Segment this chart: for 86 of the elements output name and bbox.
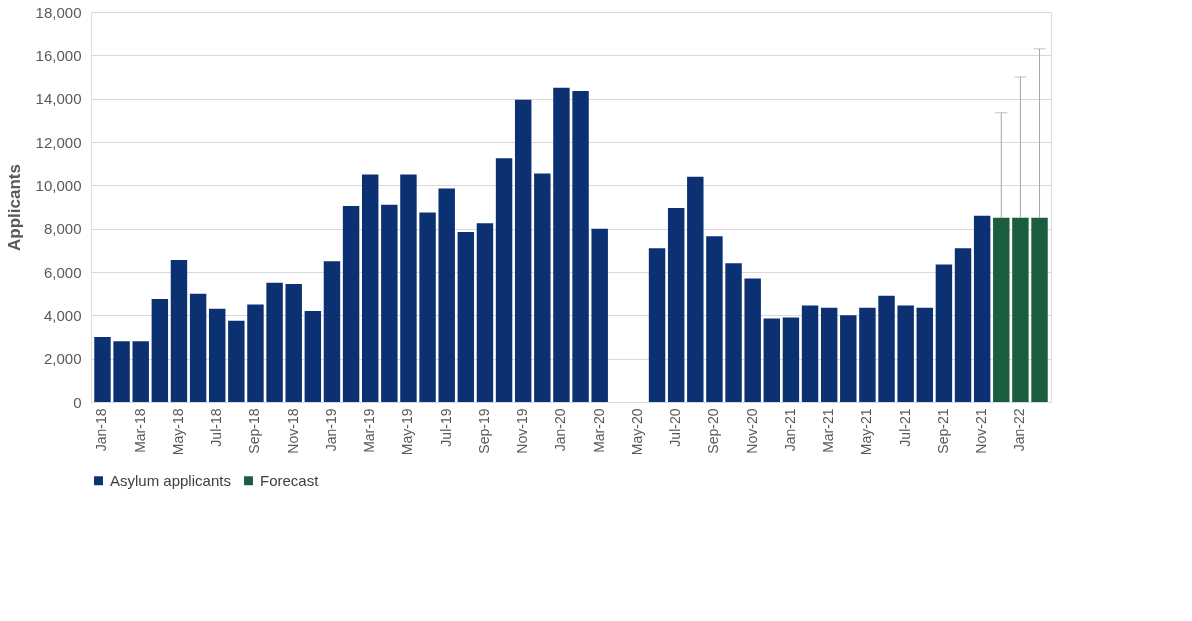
y-tick-label: 8,000	[43, 220, 82, 238]
x-tick-label: Nov-20	[743, 408, 760, 454]
x-tick-label: Jan-20	[552, 408, 569, 452]
x-tick-label: Jan-21	[781, 408, 798, 452]
bar	[667, 208, 685, 402]
y-tick-label: 18,000	[35, 3, 82, 21]
bar	[228, 320, 245, 402]
bar	[591, 228, 608, 402]
bar	[725, 263, 742, 402]
bar	[476, 223, 494, 402]
bar	[495, 158, 513, 402]
bar	[304, 311, 322, 402]
bar	[1012, 217, 1029, 402]
bar	[285, 283, 302, 402]
bar	[935, 264, 953, 402]
bar	[993, 217, 1010, 402]
x-tick-label: Jul-21	[896, 408, 913, 447]
x-tick-label: Sep-20	[705, 408, 722, 454]
x-tick-label: May-21	[858, 408, 875, 456]
y-tick-label: 14,000	[35, 90, 82, 108]
bar	[419, 212, 436, 402]
x-tick-label: Jul-20	[667, 408, 684, 447]
bar	[381, 204, 398, 402]
bar	[534, 173, 551, 402]
x-tick-label: Sep-19	[475, 408, 492, 454]
bar	[916, 307, 934, 402]
y-tick-label: 2,000	[43, 350, 82, 368]
bar	[859, 307, 876, 402]
bar	[208, 308, 226, 402]
x-tick-label: May-18	[169, 408, 186, 456]
bar	[706, 236, 723, 402]
bar	[266, 282, 283, 402]
x-tick-label: Nov-19	[514, 408, 531, 454]
bar	[132, 341, 149, 402]
bar	[438, 188, 455, 402]
x-tick-label: May-20	[628, 408, 645, 456]
x-tick-label: Jan-18	[93, 408, 110, 452]
legend-label: Forecast	[260, 471, 320, 489]
bar	[1031, 217, 1048, 402]
y-tick-label: 0	[73, 393, 82, 411]
bar	[457, 231, 475, 402]
x-tick-label: Mar-18	[131, 408, 148, 453]
bar	[744, 278, 761, 402]
bar	[763, 318, 781, 402]
bar	[170, 260, 188, 402]
bar	[151, 299, 169, 402]
bar	[648, 248, 666, 402]
bar	[687, 176, 704, 402]
x-tick-label: Jul-18	[208, 408, 225, 447]
bar	[801, 305, 819, 402]
y-tick-label: 10,000	[35, 176, 82, 194]
bar	[782, 317, 800, 402]
y-tick-label: 6,000	[43, 263, 82, 281]
y-tick-label: 4,000	[43, 306, 82, 324]
bar	[572, 91, 589, 402]
bar	[840, 315, 857, 402]
x-tick-label: Jan-19	[322, 408, 339, 452]
y-tick-label: 12,000	[35, 133, 82, 151]
x-tick-label: May-19	[399, 408, 416, 456]
bar	[189, 293, 207, 402]
bar	[878, 295, 895, 402]
bar	[113, 341, 130, 402]
y-tick-label: 16,000	[35, 46, 82, 64]
bar	[323, 261, 341, 402]
x-tick-label: Mar-21	[820, 408, 837, 453]
bar	[954, 248, 972, 402]
y-axis-title: Applicants	[4, 164, 24, 251]
x-tick-label: Sep-21	[934, 408, 951, 454]
bar	[820, 307, 838, 402]
x-tick-label: Mar-19	[361, 408, 378, 453]
x-tick-label: Nov-18	[284, 408, 301, 454]
bar	[553, 87, 570, 402]
bar	[973, 215, 991, 402]
bar	[247, 304, 264, 402]
bar	[400, 174, 417, 402]
bar	[897, 305, 914, 402]
bar	[342, 205, 360, 402]
x-tick-label: Jan-22	[1011, 408, 1028, 452]
x-tick-label: Nov-21	[973, 408, 990, 454]
bar	[94, 337, 111, 402]
x-tick-label: Sep-18	[246, 408, 263, 454]
legend-label: Asylum applicants	[110, 471, 231, 489]
bar	[514, 99, 532, 402]
x-tick-label: Mar-20	[590, 408, 607, 453]
x-tick-label: Jul-19	[437, 408, 454, 447]
bar	[361, 174, 379, 402]
